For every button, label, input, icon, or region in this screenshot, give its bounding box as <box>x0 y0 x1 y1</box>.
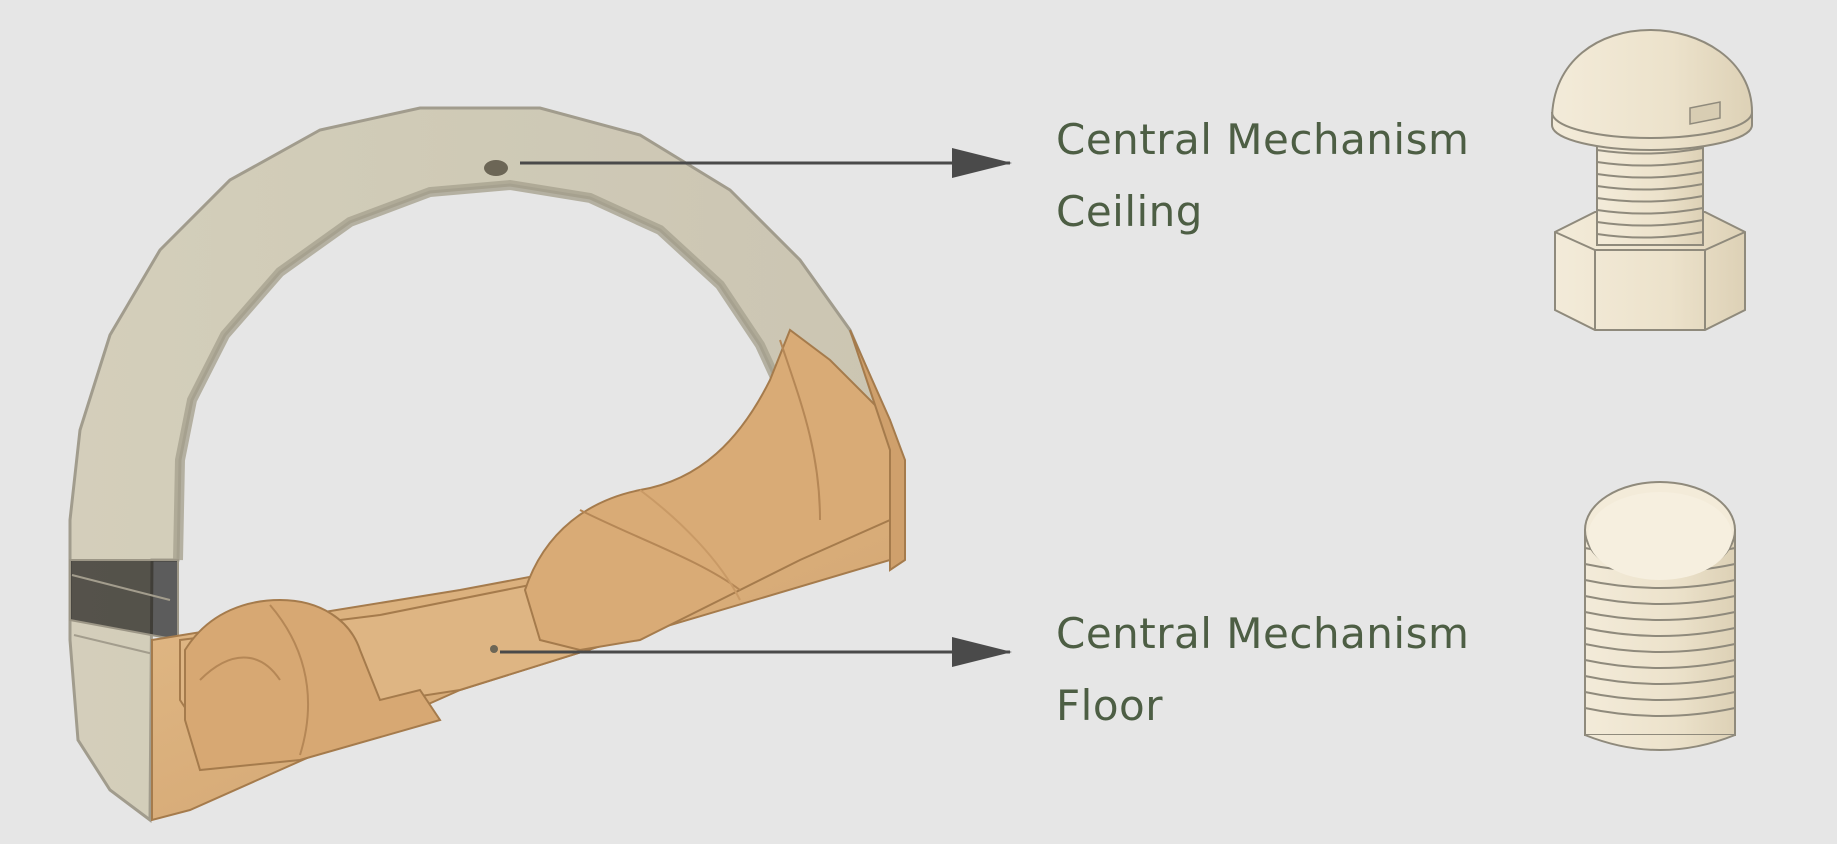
floor-label-line-2: Floor <box>1056 681 1163 730</box>
floor-label-line-1: Central Mechanism <box>1056 609 1470 658</box>
floor-hole <box>490 645 498 653</box>
ceiling-label-line-1: Central Mechanism <box>1056 115 1470 164</box>
floor-label: Central Mechanism Floor <box>1056 598 1469 742</box>
ceiling-label-line-2: Ceiling <box>1056 187 1203 236</box>
threaded-cylinder-icon <box>1584 481 1736 751</box>
bolt-icon <box>1551 28 1753 331</box>
left-cradle <box>184 598 442 772</box>
ceiling-hole <box>484 160 508 176</box>
arch-housing-icon <box>68 106 906 823</box>
arch-right-column <box>849 329 906 572</box>
ceiling-label: Central Mechanism Ceiling <box>1056 104 1469 248</box>
right-cradle <box>523 328 891 652</box>
arch-inner-band <box>173 179 815 561</box>
